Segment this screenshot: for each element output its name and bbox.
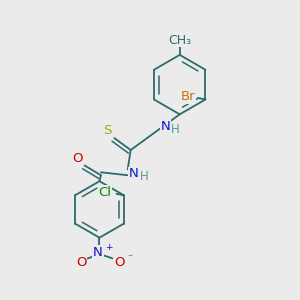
Text: O: O: [72, 152, 83, 165]
Text: ⁻: ⁻: [127, 254, 132, 263]
Text: H: H: [171, 123, 180, 136]
Text: Cl: Cl: [99, 186, 112, 199]
Text: H: H: [140, 170, 148, 183]
Text: S: S: [103, 124, 111, 137]
Text: N: N: [93, 246, 103, 259]
Text: O: O: [76, 256, 86, 269]
Text: Br: Br: [180, 90, 195, 103]
Text: CH₃: CH₃: [168, 34, 191, 46]
Text: N: N: [161, 120, 170, 133]
Text: N: N: [129, 167, 139, 180]
Text: O: O: [114, 256, 124, 269]
Text: +: +: [105, 243, 112, 252]
